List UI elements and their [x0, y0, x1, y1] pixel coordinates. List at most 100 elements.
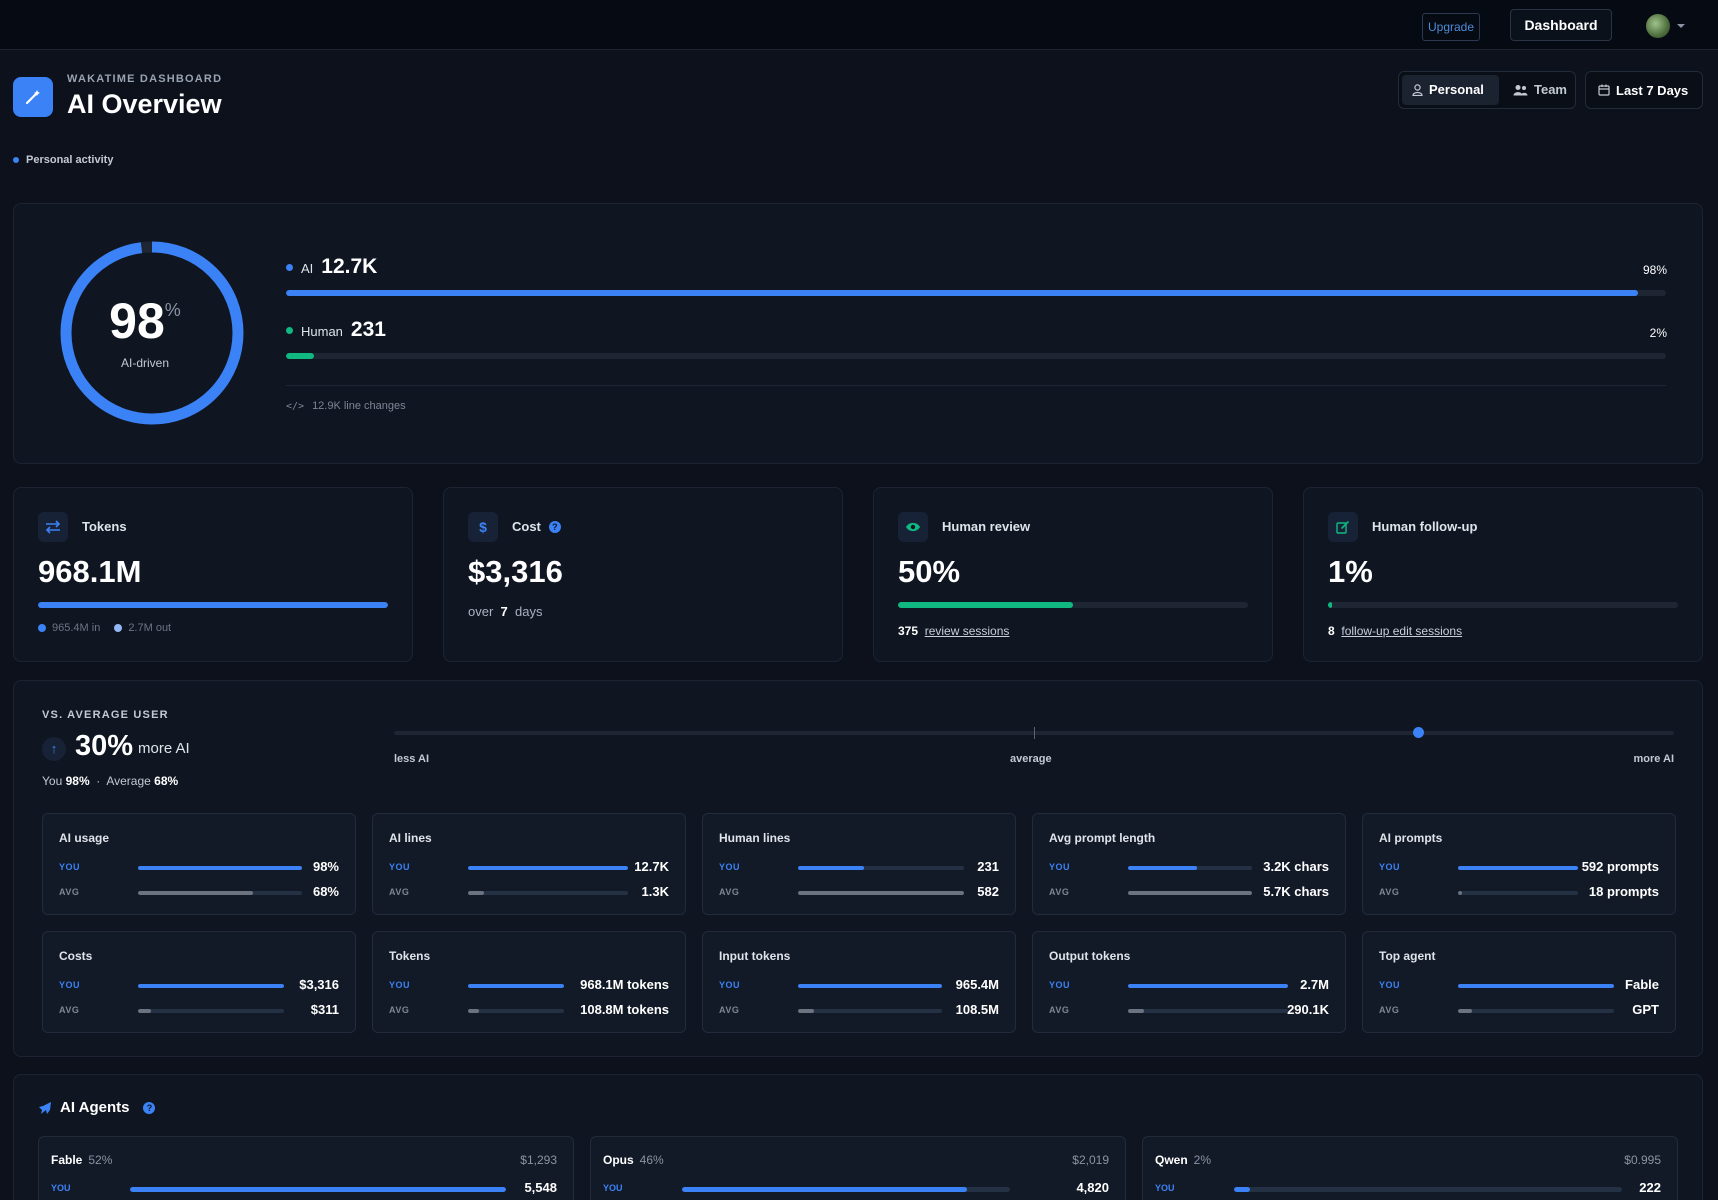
agent-share: 46% [639, 1153, 664, 1167]
human-review-title: Human review [942, 519, 1031, 534]
avg-value: 5.7K chars [1263, 884, 1329, 899]
human-review-card: Human review 50% 375 review sessions [873, 487, 1273, 662]
metric-title: Human lines [719, 831, 791, 845]
you-bar [1458, 984, 1614, 988]
human-label: Human [301, 324, 343, 339]
avg-value: 582 [977, 884, 999, 899]
metric-title: AI prompts [1379, 831, 1443, 845]
review-sessions-link[interactable]: review sessions [924, 624, 1010, 638]
metric-card: Human lines YOU 231 AVG 582 [702, 813, 1016, 915]
vs-average-label: more AI [138, 740, 190, 757]
ai-share-row: AI 12.7K [286, 255, 377, 279]
you-value: 592 prompts [1581, 859, 1659, 874]
you-bar [468, 984, 564, 988]
help-icon[interactable]: ? [143, 1101, 156, 1114]
you-tag: YOU [1379, 862, 1401, 872]
ai-share-arc [60, 241, 244, 425]
avg-bar-fill [1458, 891, 1462, 895]
metric-card: AI lines YOU 12.7K AVG 1.3K [372, 813, 686, 915]
tokens-in-dot [38, 624, 46, 632]
personal-tab[interactable]: Personal [1402, 75, 1499, 105]
metric-card: Tokens YOU 968.1M tokens AVG 108.8M tokens [372, 931, 686, 1033]
dashboard-button[interactable]: Dashboard [1510, 9, 1612, 41]
you-value: 965.4M [955, 977, 999, 992]
avg-tag: AVG [389, 887, 410, 897]
you-bar-fill [468, 866, 628, 870]
metric-card: AI prompts YOU 592 prompts AVG 18 prompts [1362, 813, 1676, 915]
avg-bar [798, 891, 964, 895]
human-review-value: 50% [898, 554, 961, 589]
you-tag: YOU [1049, 862, 1071, 872]
followup-sessions-link[interactable]: follow-up edit sessions [1341, 624, 1463, 638]
human-followup-value: 1% [1328, 554, 1373, 589]
agent-name: Fable 52% [51, 1153, 113, 1167]
agent-card[interactable]: Qwen 2% $0.995 YOU 222 [1142, 1136, 1678, 1200]
avg-tag: AVG [719, 1005, 740, 1015]
agent-share: 52% [88, 1153, 113, 1167]
human-value: 231 [350, 318, 386, 341]
vs-average-card: VS. AVERAGE USER ↑ 30% more AI You 98% ·… [13, 680, 1703, 1057]
review-sessions: 375 review sessions [898, 624, 1009, 638]
user-icon [1412, 84, 1423, 96]
avg-bar [468, 1009, 564, 1013]
agent-card[interactable]: Opus 46% $2,019 YOU 4,820 [590, 1136, 1126, 1200]
you-value: Fable [1625, 977, 1659, 992]
you-value: 12.7K [634, 859, 669, 874]
agent-bar [1234, 1187, 1622, 1192]
line-changes: </> 12.9K line changes [286, 400, 406, 412]
agent-bar-fill [682, 1187, 968, 1192]
calendar-icon [1598, 84, 1610, 96]
avg-bar-fill [798, 1009, 814, 1013]
date-range-label: Last 7 Days [1616, 82, 1689, 98]
you-value: 231 [977, 859, 999, 874]
metric-card: Output tokens YOU 2.7M AVG 290.1K [1032, 931, 1346, 1033]
followup-sessions: 8 follow-up edit sessions [1328, 624, 1462, 638]
review-count: 375 [898, 624, 919, 638]
you-value: $3,316 [299, 977, 339, 992]
you-bar-fill [798, 866, 865, 870]
rocket-icon [39, 1101, 51, 1114]
agent-cost: $2,019 [1072, 1153, 1109, 1167]
ai-percent: 98% [1642, 263, 1667, 277]
agent-cost: $1,293 [520, 1153, 557, 1167]
ai-agents-card: AI Agents ? Fable 52% $1,293 YOU 5,548 Opus 46… [13, 1074, 1703, 1200]
tokens-out-dot [114, 624, 123, 632]
avg-value: 108.5M [955, 1002, 999, 1017]
human-percent: 2% [1649, 326, 1667, 340]
agent-card[interactable]: Fable 52% $1,293 YOU 5,548 [38, 1136, 574, 1200]
agent-bar [130, 1187, 506, 1192]
cost-period: over 7 days [468, 604, 543, 619]
human-share-bar [286, 353, 1666, 359]
scale-mid-label: average [1010, 753, 1052, 765]
avg-value: $311 [310, 1002, 339, 1017]
help-icon[interactable]: ? [548, 520, 561, 533]
agent-value: 222 [1639, 1180, 1661, 1195]
you-tag: YOU [603, 1183, 623, 1193]
metric-title: Costs [59, 949, 93, 963]
date-range-button[interactable]: Last 7 Days [1585, 71, 1703, 109]
you-tag: YOU [59, 862, 81, 872]
avatar[interactable] [1646, 14, 1670, 38]
avg-value: GPT [1632, 1002, 1659, 1017]
you-tag: YOU [389, 980, 411, 990]
activity-label: Personal activity [26, 154, 114, 166]
you-tag: YOU [1379, 980, 1401, 990]
ai-share-percent: 98% [109, 293, 181, 349]
avg-tag: AVG [59, 887, 80, 897]
team-tab[interactable]: Team [1503, 75, 1577, 105]
ai-label: AI [301, 261, 314, 276]
metric-card: Avg prompt length YOU 3.2K chars AVG 5.7K ch… [1032, 813, 1346, 915]
you-bar [798, 866, 964, 870]
top-bar: Upgrade Dashboard [0, 0, 1718, 50]
vs-average-title: VS. AVERAGE USER [42, 709, 169, 721]
you-bar [468, 866, 628, 870]
vs-average-summary: You 98% · Average 68% [42, 774, 179, 788]
arrow-up-icon: ↑ [42, 737, 66, 761]
upgrade-button[interactable]: Upgrade [1422, 13, 1481, 41]
ai-agents-header: AI Agents ? [38, 1099, 156, 1116]
divider [286, 385, 1666, 386]
you-tag: YOU [51, 1183, 71, 1193]
agent-bar-fill [1234, 1187, 1250, 1192]
chevron-down-icon[interactable] [1677, 24, 1685, 28]
activity-indicator: Personal activity [13, 154, 113, 166]
